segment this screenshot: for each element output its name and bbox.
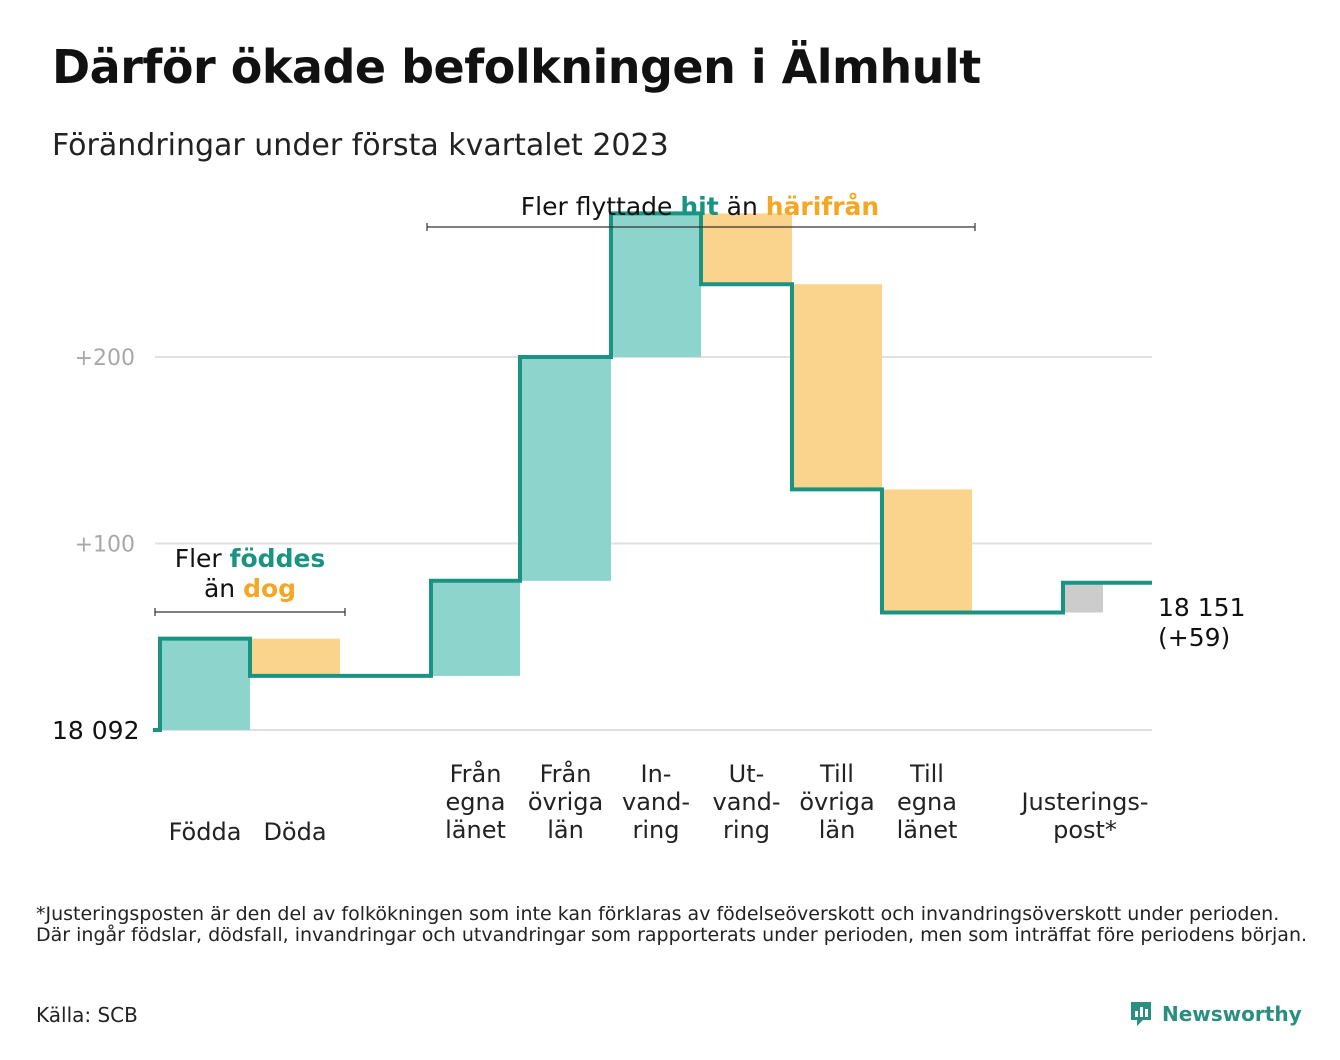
category-label-line: län	[819, 816, 856, 844]
category-label-line: ring	[633, 816, 680, 844]
births-annotation-prefix: Fler	[175, 544, 230, 573]
category-label-line: egna	[897, 788, 957, 816]
bar-decrease-6	[793, 284, 882, 490]
bar-increase-3	[521, 357, 611, 581]
category-label-line: Från	[540, 759, 592, 788]
category-label-line: vand-	[712, 788, 780, 816]
category-label-line: Till	[819, 760, 854, 788]
migration-annotation: Fler flyttade hit än härifrån	[521, 192, 879, 221]
category-label-line: Till	[909, 760, 944, 788]
category-label-line: Justerings-	[1019, 788, 1148, 816]
category-label-line: övriga	[799, 788, 874, 816]
category-label: Födda	[169, 818, 242, 846]
category-label: Från egna länet	[445, 759, 506, 844]
category-label: Till övriga län	[799, 760, 874, 844]
migration-annotation-harifran: härifrån	[766, 192, 879, 221]
start-value-label: 18 092	[52, 716, 139, 745]
newsworthy-logo-text: Newsworthy	[1162, 1002, 1302, 1026]
category-label: Ut-vand-ring	[712, 760, 780, 844]
category-label-line: länet	[897, 816, 958, 844]
end-change-label: (+59)	[1158, 623, 1230, 652]
y-tick-label: +200	[75, 346, 135, 371]
category-label-line: länet	[445, 816, 506, 844]
bar-decrease-5	[702, 213, 792, 285]
newsworthy-logo-icon	[1131, 1002, 1151, 1026]
y-tick-label: +100	[75, 533, 135, 558]
category-label-line: län	[547, 816, 584, 844]
footnote: *Justeringsposten är den del av folkökni…	[36, 903, 1308, 946]
line-layer	[153, 211, 1152, 732]
category-label-line: Från	[450, 759, 502, 788]
end-value-label: 18 151	[1158, 593, 1245, 622]
category-label: Döda	[263, 818, 326, 846]
bar-decrease-1	[251, 638, 340, 676]
category-label: Till egna länet	[897, 760, 958, 844]
births-annotation-line2: än dog	[204, 574, 296, 603]
migration-annotation-middle: än	[719, 192, 766, 221]
category-label-line: Döda	[263, 818, 326, 846]
category-label-line: post*	[1053, 816, 1117, 844]
bar-increase-0	[161, 638, 250, 730]
category-label-line: övriga	[528, 788, 603, 816]
births-annotation-died: dog	[243, 574, 296, 603]
bar-increase-2	[432, 580, 520, 676]
births-annotation-born: föddes	[230, 544, 326, 573]
category-label-line: vand-	[622, 788, 690, 816]
grid-layer: +100 +200	[75, 346, 1152, 731]
chart-title: Därför ökade befolkningen i Älmhult	[52, 40, 981, 94]
newsworthy-logo: Newsworthy	[1128, 998, 1302, 1030]
migration-annotation-prefix: Fler flyttade	[521, 192, 681, 221]
chart-subtitle: Förändringar under första kvartalet 2023	[52, 128, 669, 163]
category-label-line: ring	[723, 816, 770, 844]
bar-adjustment-8	[1064, 582, 1103, 613]
births-annotation-line1: Fler föddes	[175, 544, 326, 573]
category-label-line: In-	[641, 760, 672, 788]
category-label: Justerings-post*	[1019, 788, 1148, 844]
bar-decrease-7	[883, 489, 972, 613]
migration-annotation-hit: hit	[680, 192, 718, 221]
category-label: Från övriga län	[528, 759, 603, 844]
births-annotation-than: än	[204, 574, 243, 603]
category-label-line: egna	[446, 788, 506, 816]
cumulative-step-line	[153, 211, 1152, 732]
category-label: In-vand-ring	[622, 760, 690, 844]
source-note: Källa: SCB	[36, 1003, 138, 1027]
bar-increase-4	[612, 213, 701, 357]
category-label-line: Födda	[169, 818, 242, 846]
category-label-line: Ut-	[729, 760, 765, 788]
bar-layer	[161, 213, 1103, 730]
